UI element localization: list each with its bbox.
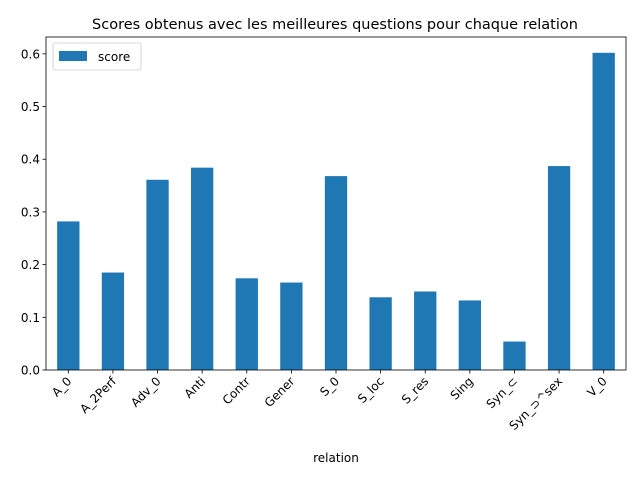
bar-Gener — [280, 282, 303, 370]
y-tick-label: 0.3 — [21, 205, 40, 219]
y-tick-label: 0.6 — [21, 47, 40, 61]
y-axis: 0.0 0.1 0.2 0.3 0.4 0.5 0.6 — [21, 47, 46, 378]
bar-Sing — [458, 300, 481, 370]
bar-S_loc — [369, 297, 392, 370]
legend-box — [52, 42, 142, 71]
y-tick-label: 0.0 — [21, 364, 40, 378]
x-tick-label: S_res — [399, 374, 431, 406]
x-tick-label: A_0 — [49, 374, 74, 399]
x-tick-label: A_2Perf — [77, 374, 119, 416]
y-tick-label: 0.5 — [21, 100, 40, 114]
x-tick-label: Syn_⊂ — [484, 374, 521, 411]
bar-A_0 — [57, 221, 80, 370]
legend-swatch — [59, 51, 87, 61]
bar-Syn_⊂ — [503, 341, 526, 370]
x-axis-title: relation — [313, 451, 359, 465]
bar-S_res — [414, 291, 437, 370]
bar-Adv_0 — [146, 179, 169, 370]
bar-S_0 — [324, 176, 348, 370]
y-tick-label: 0.2 — [21, 258, 40, 272]
bar-A_2Perf — [101, 272, 125, 370]
x-tick-label: V_0 — [584, 374, 609, 399]
bar-Anti — [191, 167, 214, 370]
legend-label: score — [98, 50, 130, 64]
x-tick-label: S_loc — [355, 374, 387, 406]
chart-title: Scores obtenus avec les meilleures quest… — [92, 17, 578, 33]
bar-Syn_⊃^sex — [547, 166, 571, 370]
bar-Contr — [235, 278, 258, 370]
x-tick-label: Anti — [182, 374, 209, 401]
legend: score — [52, 42, 142, 71]
x-tick-label: Contr — [220, 374, 253, 407]
x-axis: A_0 A_2Perf Adv_0 Anti Contr Gener S_0 S_loc S_r… — [49, 370, 610, 433]
y-tick-label: 0.1 — [21, 311, 40, 325]
bar-V_0 — [592, 52, 615, 371]
plot-frame — [45, 36, 627, 371]
x-tick-label: S_0 — [317, 374, 342, 399]
x-tick-label: Sing — [448, 374, 476, 402]
x-tick-label: Gener — [262, 374, 298, 410]
y-tick-label: 0.4 — [21, 153, 40, 167]
x-tick-label: Adv_0 — [128, 374, 164, 410]
bars-group — [57, 52, 615, 371]
